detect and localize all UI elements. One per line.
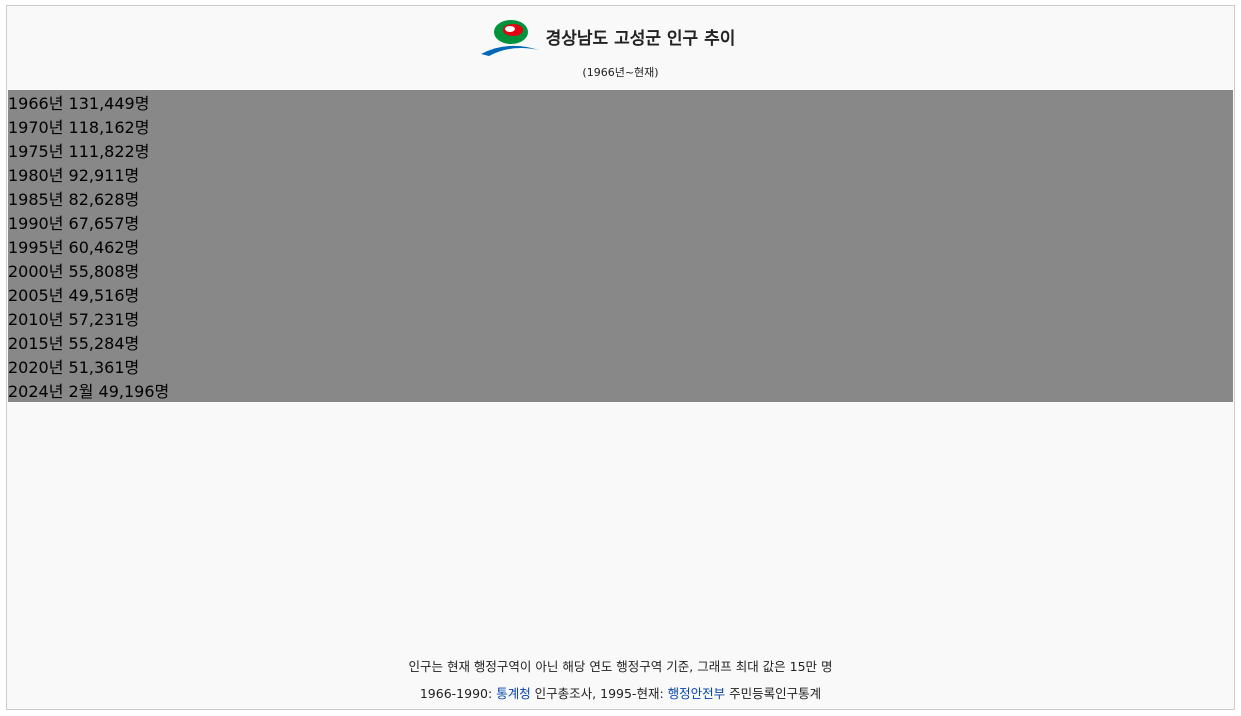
value-label: 92,911명	[68, 166, 140, 185]
bar-row: 1970년 118,162명	[8, 114, 1233, 138]
source-link[interactable]: 통계청	[496, 686, 531, 701]
category-label: 1975년	[8, 142, 64, 161]
bar-label: 2005년 49,516명	[8, 282, 1233, 306]
bar-row: 1990년 67,657명	[8, 210, 1233, 234]
category-label: 2005년	[8, 286, 64, 305]
category-label: 1990년	[8, 214, 64, 233]
bar-label: 2015년 55,284명	[8, 330, 1233, 354]
category-label: 1980년	[8, 166, 64, 185]
value-label: 49,196명	[98, 382, 170, 401]
category-label: 1970년	[8, 118, 64, 137]
bar-row: 2015년 55,284명	[8, 330, 1233, 354]
value-label: 111,822명	[68, 142, 150, 161]
bar-label: 2010년 57,231명	[8, 306, 1233, 330]
value-label: 49,516명	[68, 286, 140, 305]
category-label: 1995년	[8, 238, 64, 257]
source-link[interactable]: 행정안전부	[667, 686, 726, 701]
chart-subtitle: (1966년~현재)	[582, 66, 659, 79]
category-label: 2010년	[8, 310, 64, 329]
bar-row: 2020년 51,361명	[8, 354, 1233, 378]
bar-row: 1980년 92,911명	[8, 162, 1233, 186]
bar-row: 2005년 49,516명	[8, 282, 1233, 306]
category-label: 2024년 2월	[8, 382, 94, 401]
bar-label: 1975년 111,822명	[8, 138, 1233, 162]
value-label: 82,628명	[68, 190, 140, 209]
bar-row: 1985년 82,628명	[8, 186, 1233, 210]
chart: 경상남도 고성군 인구 추이 (1966년~현재) 1966년 131,449명…	[6, 5, 1235, 710]
value-label: 60,462명	[68, 238, 140, 257]
value-label: 67,657명	[68, 214, 140, 233]
value-label: 51,361명	[68, 358, 140, 377]
chart-title: 경상남도 고성군 인구 추이	[545, 29, 736, 49]
source-text: 1966-1990:	[419, 686, 497, 701]
value-label: 57,231명	[68, 310, 140, 329]
bar-row: 1975년 111,822명	[8, 138, 1233, 162]
category-label: 1985년	[8, 190, 64, 209]
category-label: 1966년	[8, 94, 64, 113]
sources: 1966-1990: 통계청 인구총조사, 1995-현재: 행정안전부 주민등…	[7, 683, 1234, 702]
source-text: 주민등록인구통계	[725, 686, 822, 701]
bar-label: 1970년 118,162명	[8, 114, 1233, 138]
bars: 1966년 131,449명 1970년 118,162명 1975년 111,82…	[8, 90, 1233, 402]
footer: 인구는 현재 행정구역이 아닌 해당 연도 행정구역 기준, 그래프 최대 값은…	[7, 642, 1234, 702]
value-label: 118,162명	[68, 118, 150, 137]
bar-label: 2000년 55,808명	[8, 258, 1233, 282]
category-label: 2000년	[8, 262, 64, 281]
category-label: 2015년	[8, 334, 64, 353]
value-label: 55,284명	[68, 334, 140, 353]
bar-label: 1966년 131,449명	[8, 90, 1233, 114]
bar-row: 2000년 55,808명	[8, 258, 1233, 282]
header: 경상남도 고성군 인구 추이 (1966년~현재)	[7, 6, 1234, 89]
note: 인구는 현재 행정구역이 아닌 해당 연도 행정구역 기준, 그래프 최대 값은…	[408, 659, 833, 674]
category-label: 2020년	[8, 358, 64, 377]
value-label: 55,808명	[68, 262, 140, 281]
bar-label: 1990년 67,657명	[8, 210, 1233, 234]
bar-row: 1966년 131,449명	[8, 90, 1233, 114]
logo	[481, 20, 539, 56]
bar-label: 1985년 82,628명	[8, 186, 1233, 210]
bar-row: 1995년 60,462명	[8, 234, 1233, 258]
bar-label: 1995년 60,462명	[8, 234, 1233, 258]
bar-row: 2010년 57,231명	[8, 306, 1233, 330]
value-label: 131,449명	[68, 94, 150, 113]
source-text: 인구총조사, 1995-현재:	[530, 686, 668, 701]
bar-row: 2024년 2월 49,196명	[8, 378, 1233, 402]
bar-label: 1980년 92,911명	[8, 162, 1233, 186]
bar-label: 2020년 51,361명	[8, 354, 1233, 378]
bar-label: 2024년 2월 49,196명	[8, 378, 1233, 402]
